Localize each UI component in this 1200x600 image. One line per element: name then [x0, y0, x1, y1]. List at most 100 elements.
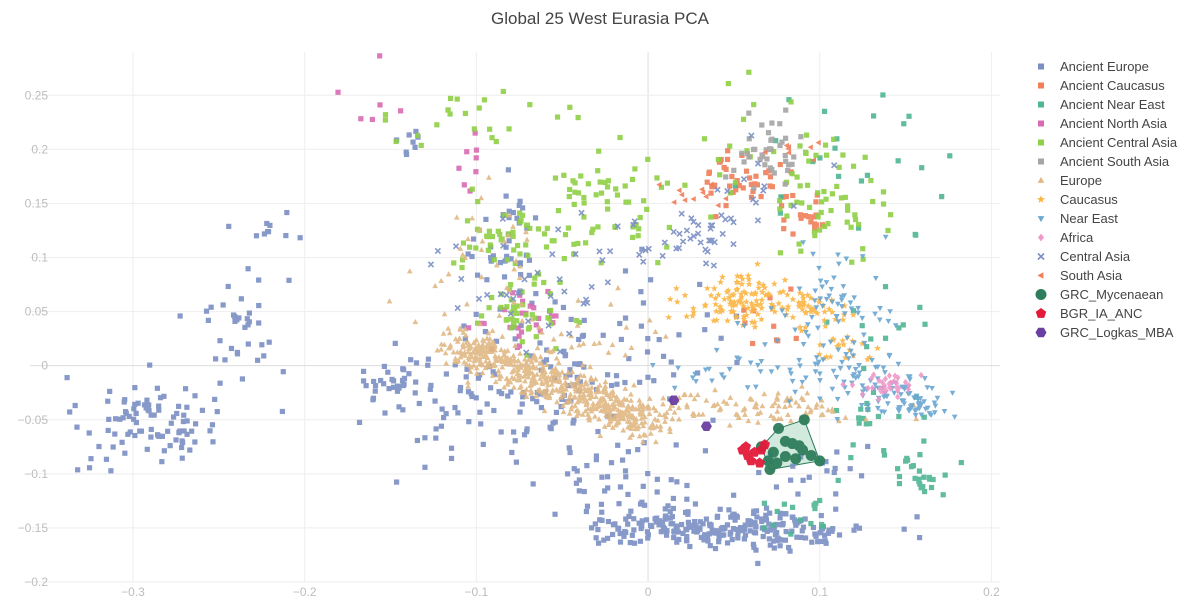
data-point [560, 304, 567, 311]
data-point [774, 338, 781, 344]
data-point [906, 113, 912, 119]
data-point [467, 368, 474, 375]
data-point [581, 398, 587, 404]
data-point [895, 361, 902, 367]
data-point [581, 488, 587, 495]
data-point [514, 303, 520, 309]
data-point [147, 362, 153, 368]
data-point [777, 250, 784, 256]
data-point [581, 372, 587, 379]
data-point [731, 511, 737, 517]
data-point [500, 88, 506, 95]
data-point [562, 232, 569, 238]
data-point [469, 253, 475, 260]
data-point [820, 316, 828, 324]
data-point [751, 323, 759, 330]
data-point [552, 175, 559, 181]
data-point [845, 390, 851, 397]
data-point [770, 522, 776, 528]
data-point [512, 260, 518, 267]
data-point [613, 412, 620, 418]
legend-item[interactable]: Africa [1030, 228, 1177, 247]
data-point [847, 300, 854, 306]
legend-item[interactable]: Ancient North Asia [1030, 114, 1177, 133]
legend-item[interactable]: Europe [1030, 171, 1177, 190]
data-point [712, 307, 720, 315]
data-point [577, 372, 584, 378]
data-point [864, 344, 870, 350]
data-point [931, 410, 938, 416]
legend-item[interactable]: South Asia [1030, 266, 1177, 285]
data-point [836, 173, 842, 179]
data-point [643, 517, 650, 523]
data-point [792, 327, 798, 333]
data-point [623, 474, 629, 480]
legend-item[interactable]: Ancient Caucasus [1030, 76, 1177, 95]
data-point [676, 332, 682, 338]
data-point [818, 397, 825, 403]
data-point [732, 179, 739, 185]
data-point [413, 360, 420, 366]
data-point [738, 293, 745, 301]
legend-item[interactable]: Caucasus [1030, 190, 1177, 209]
legend-item[interactable]: Near East [1030, 209, 1177, 228]
data-point [447, 344, 453, 350]
data-point [924, 385, 931, 391]
legend-item[interactable]: Ancient Near East [1030, 95, 1177, 114]
data-point [770, 280, 778, 287]
legend-item[interactable]: Ancient South Asia [1030, 152, 1177, 171]
data-point [544, 347, 550, 353]
legend-item[interactable]: Ancient Central Asia [1030, 133, 1177, 152]
data-point [790, 504, 796, 510]
legend[interactable]: Ancient Europe Ancient Caucasus Ancient Ne… [1030, 57, 1177, 342]
data-point [783, 529, 789, 535]
data-point [701, 136, 708, 142]
data-point [452, 243, 460, 250]
data-point [427, 261, 435, 268]
data-point [668, 477, 674, 483]
data-point [665, 313, 673, 321]
data-point [527, 303, 533, 309]
legend-item[interactable]: BGR_IA_ANC [1030, 304, 1177, 323]
legend-item[interactable]: GRC_Mycenaean [1030, 285, 1177, 304]
data-point [727, 394, 734, 400]
data-point [918, 412, 925, 418]
data-point [681, 391, 688, 397]
data-point [717, 506, 723, 512]
data-point [752, 384, 759, 390]
data-point [266, 339, 272, 345]
data-point [770, 302, 777, 310]
data-point [464, 366, 470, 372]
data-point [515, 325, 521, 331]
legend-item[interactable]: Central Asia [1030, 247, 1177, 266]
data-point [781, 217, 787, 223]
data-point [742, 298, 750, 305]
data-point [656, 411, 663, 417]
data-point [226, 223, 232, 229]
data-point [517, 384, 523, 390]
data-point [615, 406, 621, 412]
data-point [157, 395, 164, 401]
data-point [563, 374, 570, 380]
data-point [781, 226, 787, 232]
data-point [584, 503, 591, 509]
legend-item[interactable]: GRC_Logkas_MBA [1030, 323, 1177, 342]
data-point [861, 365, 867, 372]
data-point [572, 361, 578, 367]
data-point [574, 322, 581, 328]
legend-item[interactable]: Ancient Europe [1030, 57, 1177, 76]
data-point [777, 515, 783, 521]
data-point [555, 226, 562, 233]
data-point [504, 304, 510, 310]
data-point [234, 351, 241, 357]
data-point [693, 379, 699, 385]
data-point [523, 386, 530, 392]
data-point [786, 399, 793, 405]
data-point [723, 203, 729, 209]
data-point [403, 151, 410, 158]
data-point [482, 364, 489, 371]
data-point [780, 520, 786, 527]
data-point [432, 398, 438, 404]
data-point [520, 298, 526, 304]
